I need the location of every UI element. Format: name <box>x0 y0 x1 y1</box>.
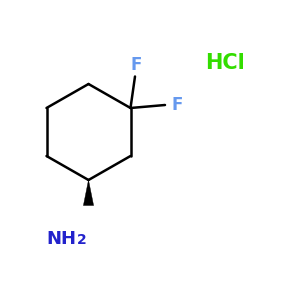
Text: 2: 2 <box>77 233 87 247</box>
Text: F: F <box>171 96 182 114</box>
Text: NH: NH <box>46 230 76 247</box>
Polygon shape <box>83 180 94 206</box>
Text: F: F <box>130 56 142 74</box>
Text: HCl: HCl <box>205 53 245 73</box>
